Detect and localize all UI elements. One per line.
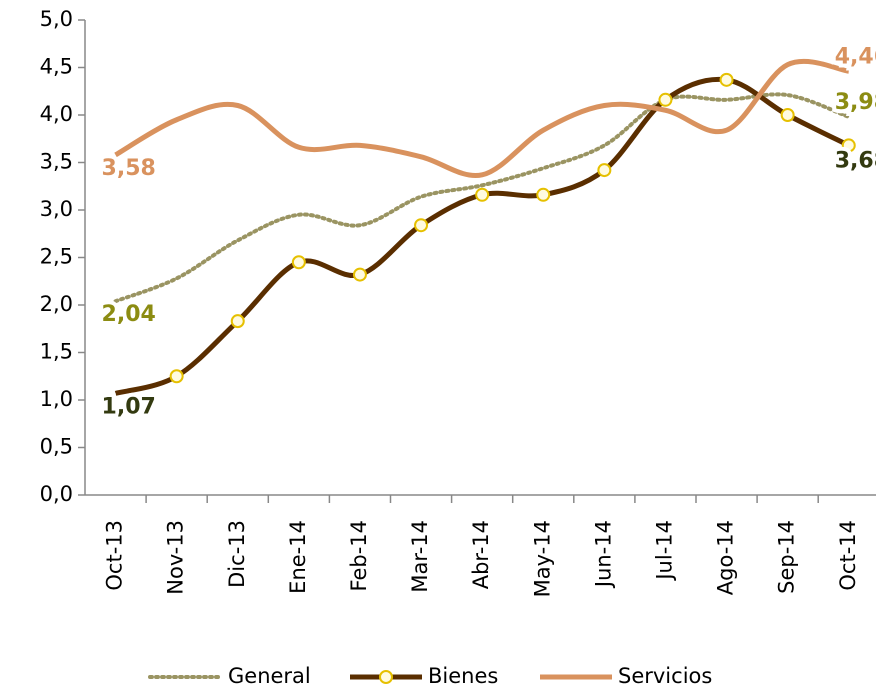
y-tick-label: 1,0 <box>40 387 73 411</box>
y-tick-label: 1,5 <box>40 340 73 364</box>
y-tick-label: 4,5 <box>40 55 73 79</box>
marker <box>291 255 306 270</box>
x-tick-label: Feb-14 <box>347 520 371 591</box>
x-tick-label: Jul-14 <box>652 520 676 582</box>
marker <box>169 369 184 384</box>
value-label: 3,68 <box>835 148 876 173</box>
marker <box>230 314 245 329</box>
legend-marker <box>379 670 393 684</box>
y-tick-label: 0,5 <box>40 435 73 459</box>
x-tick-label: Abr-14 <box>469 520 493 589</box>
marker <box>475 187 490 202</box>
y-tick-label: 5,0 <box>40 7 73 31</box>
x-tick-label: Ago-14 <box>714 520 738 595</box>
legend-label: Servicios <box>618 664 712 688</box>
legend-label: Bienes <box>428 664 498 688</box>
x-tick-label: Ene-14 <box>286 520 310 594</box>
x-tick-label: Jun-14 <box>591 520 615 589</box>
x-tick-label: Oct-14 <box>836 520 860 591</box>
x-tick-label: Dic-13 <box>225 520 249 588</box>
y-tick-label: 2,0 <box>40 292 73 316</box>
marker <box>719 72 734 87</box>
x-tick-label: Oct-13 <box>103 520 127 591</box>
x-tick-label: Sep-14 <box>775 520 799 594</box>
value-label: 1,07 <box>102 394 156 419</box>
value-label: 2,04 <box>102 302 156 327</box>
legend-label: General <box>228 664 311 688</box>
x-tick-label: Nov-13 <box>164 520 188 595</box>
y-tick-label: 0,0 <box>40 482 73 506</box>
marker <box>597 163 612 178</box>
value-label: 3,98 <box>835 90 876 115</box>
y-tick-label: 3,5 <box>40 150 73 174</box>
series-line <box>114 76 850 396</box>
y-tick-label: 2,5 <box>40 245 73 269</box>
marker <box>658 92 673 107</box>
y-tick-label: 3,0 <box>40 197 73 221</box>
marker <box>352 267 367 282</box>
value-label: 4,46 <box>835 44 876 69</box>
x-tick-label: May-14 <box>530 520 554 597</box>
marker <box>536 187 551 202</box>
x-tick-label: Mar-14 <box>408 520 432 593</box>
marker <box>841 138 856 153</box>
series-line <box>114 58 850 179</box>
marker <box>780 108 795 122</box>
y-tick-label: 4,0 <box>40 102 73 126</box>
series-line <box>113 92 851 304</box>
marker <box>414 218 429 233</box>
value-label: 3,58 <box>102 156 156 181</box>
